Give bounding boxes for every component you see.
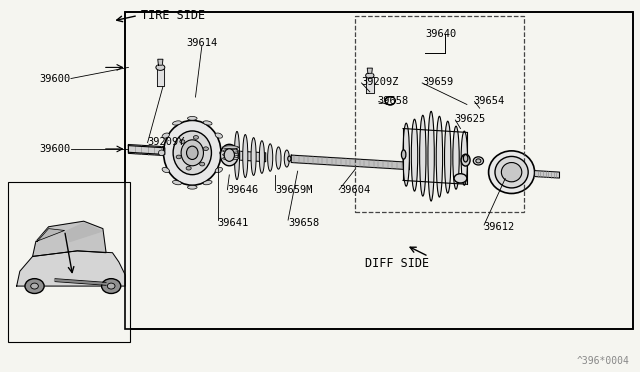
- Text: 39659: 39659: [422, 77, 453, 87]
- Ellipse shape: [162, 167, 170, 173]
- Text: 39209Z: 39209Z: [362, 77, 399, 87]
- Ellipse shape: [365, 73, 374, 78]
- Ellipse shape: [215, 133, 223, 138]
- Polygon shape: [67, 223, 102, 241]
- Ellipse shape: [488, 151, 534, 193]
- Text: 39658: 39658: [378, 96, 409, 106]
- Text: 39604: 39604: [339, 185, 371, 195]
- Polygon shape: [36, 229, 65, 241]
- Text: 39614: 39614: [186, 38, 218, 48]
- Text: ^396*0004: ^396*0004: [577, 356, 630, 366]
- Ellipse shape: [461, 131, 467, 185]
- Ellipse shape: [476, 159, 481, 163]
- Ellipse shape: [436, 116, 443, 197]
- Ellipse shape: [188, 185, 197, 189]
- Ellipse shape: [173, 131, 211, 175]
- Ellipse shape: [223, 157, 239, 160]
- Bar: [8, 182, 130, 341]
- Ellipse shape: [223, 153, 239, 156]
- Polygon shape: [129, 145, 165, 154]
- Ellipse shape: [200, 162, 205, 166]
- Ellipse shape: [108, 283, 115, 289]
- Ellipse shape: [420, 115, 426, 196]
- Polygon shape: [17, 251, 125, 286]
- Ellipse shape: [223, 150, 239, 153]
- Ellipse shape: [463, 154, 468, 162]
- Ellipse shape: [176, 155, 181, 159]
- Polygon shape: [33, 221, 106, 256]
- Ellipse shape: [203, 121, 212, 125]
- Ellipse shape: [203, 180, 212, 185]
- Ellipse shape: [453, 126, 460, 189]
- Ellipse shape: [162, 133, 170, 138]
- Ellipse shape: [181, 140, 204, 166]
- Text: DIFF SIDE: DIFF SIDE: [365, 257, 429, 270]
- Text: 39209Y: 39209Y: [148, 137, 185, 147]
- Text: 39659M: 39659M: [275, 185, 313, 195]
- Ellipse shape: [173, 180, 181, 185]
- Ellipse shape: [188, 116, 197, 120]
- Text: 39625: 39625: [454, 114, 485, 124]
- Bar: [125, 12, 633, 329]
- Ellipse shape: [25, 279, 44, 294]
- Ellipse shape: [224, 149, 234, 161]
- Ellipse shape: [276, 147, 281, 169]
- Ellipse shape: [268, 144, 273, 171]
- Ellipse shape: [454, 174, 467, 183]
- Text: 39646: 39646: [227, 185, 259, 195]
- Ellipse shape: [102, 279, 121, 294]
- Polygon shape: [366, 77, 374, 93]
- Ellipse shape: [428, 111, 435, 201]
- Ellipse shape: [412, 119, 418, 191]
- Ellipse shape: [164, 121, 221, 185]
- Ellipse shape: [186, 166, 191, 170]
- Polygon shape: [291, 155, 410, 170]
- Ellipse shape: [232, 152, 236, 159]
- Ellipse shape: [461, 154, 470, 166]
- Text: 39640: 39640: [426, 29, 456, 39]
- Ellipse shape: [159, 150, 165, 155]
- Ellipse shape: [259, 141, 264, 173]
- Ellipse shape: [501, 163, 522, 182]
- Polygon shape: [367, 68, 372, 73]
- Ellipse shape: [220, 150, 226, 155]
- Text: 39658: 39658: [288, 218, 319, 228]
- Text: 39654: 39654: [473, 96, 504, 106]
- Bar: [355, 16, 524, 212]
- Ellipse shape: [220, 144, 238, 166]
- Ellipse shape: [186, 146, 198, 160]
- Ellipse shape: [215, 167, 223, 173]
- Ellipse shape: [173, 121, 181, 125]
- Ellipse shape: [403, 123, 410, 186]
- Text: TIRE SIDE: TIRE SIDE: [141, 9, 205, 22]
- Text: 39600: 39600: [39, 74, 70, 84]
- Ellipse shape: [234, 131, 239, 180]
- Polygon shape: [129, 144, 266, 162]
- Ellipse shape: [204, 147, 209, 151]
- Polygon shape: [158, 59, 163, 65]
- Ellipse shape: [284, 150, 289, 167]
- Ellipse shape: [251, 138, 256, 176]
- Text: 39641: 39641: [218, 218, 249, 228]
- Ellipse shape: [401, 150, 406, 159]
- Ellipse shape: [193, 135, 198, 139]
- Text: 39600: 39600: [39, 144, 70, 154]
- Ellipse shape: [156, 64, 165, 70]
- Polygon shape: [534, 171, 559, 178]
- Ellipse shape: [31, 283, 38, 289]
- Ellipse shape: [243, 135, 248, 177]
- Ellipse shape: [495, 156, 528, 188]
- Ellipse shape: [288, 156, 291, 161]
- Text: 39612: 39612: [483, 222, 514, 232]
- Bar: [125, 12, 633, 329]
- Ellipse shape: [180, 140, 185, 143]
- Ellipse shape: [473, 157, 483, 165]
- Polygon shape: [157, 69, 164, 86]
- Ellipse shape: [445, 121, 451, 193]
- Ellipse shape: [223, 146, 239, 149]
